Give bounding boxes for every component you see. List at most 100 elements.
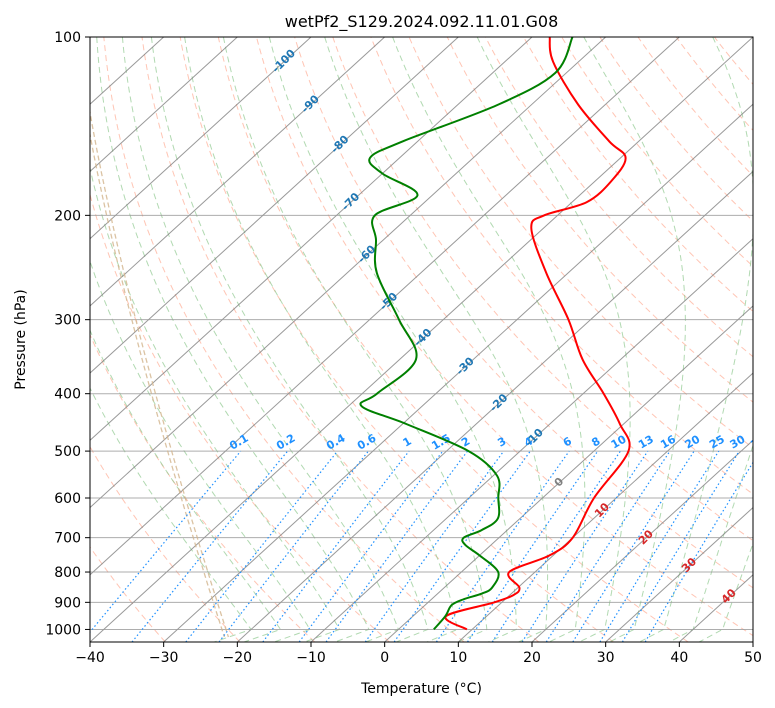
mixing-ratio-line: [621, 450, 740, 642]
plot-frame: [89, 36, 754, 643]
moist-adiabat-line: [90, 259, 311, 642]
mixing-ratio-label: 0.1: [227, 432, 250, 453]
dry-adiabat-line: [523, 37, 753, 313]
y-axis: 100 200 300 400 500 600 700 800 900 1000: [45, 30, 90, 638]
mixing-ratio-label: 25: [707, 433, 727, 452]
mixing-ratio-label: 1: [401, 435, 414, 450]
x-tick-label: −10: [296, 650, 326, 666]
moist-adiabat-line: [150, 37, 429, 642]
moist-adiabat-line: [121, 37, 400, 642]
dry-adiabat-line: [408, 37, 753, 449]
chart-title: wetPf2_S129.2024.092.11.01.G08: [285, 12, 559, 32]
dewpoint-profile: [359, 37, 574, 631]
isotherm-line: [90, 37, 753, 642]
x-axis: −40 −30 −20 −10 0 10 20 30 40 50: [75, 642, 762, 666]
isotherm-line: [310, 237, 753, 642]
dry-adiabat-line: [675, 37, 753, 131]
mixing-ratio-line: [393, 450, 531, 642]
x-tick-label: −40: [75, 650, 105, 666]
isotherm-line: [384, 305, 753, 642]
moist-adiabat-line: [324, 37, 549, 642]
isotherm-label: -100: [269, 47, 298, 76]
isotherm-line: [90, 37, 312, 240]
dry-adiabat-line: [637, 37, 753, 177]
mixing-ratio-line: [185, 450, 339, 642]
mixing-ratio-line: [521, 450, 649, 642]
y-tick-label: 800: [54, 565, 81, 581]
x-tick-label: −30: [149, 650, 179, 666]
moist-adiabat-line: [583, 37, 686, 642]
x-tick-label: 50: [744, 650, 762, 666]
moist-adiabat-line: [639, 37, 753, 642]
mixing-ratio-label: 6: [561, 434, 574, 449]
dry-adiabat-line: [370, 37, 753, 495]
y-tick-label: 500: [54, 444, 81, 460]
dry-adiabat-line: [90, 445, 241, 642]
dry-adiabat-line: [294, 37, 753, 589]
y-tick-label: 200: [54, 208, 81, 224]
mixing-ratio-line: [599, 450, 720, 642]
x-axis-label: Temperature (°C): [360, 681, 482, 697]
mixing-ratio-label: 13: [636, 433, 656, 452]
y-tick-label: 700: [54, 531, 81, 547]
moist-adiabat-line: [184, 37, 458, 642]
mixing-ratio-line: [131, 450, 289, 642]
isotherm-line: [90, 37, 607, 509]
isotherm-line: [90, 37, 533, 442]
mixing-ratio-line: [644, 461, 753, 642]
x-tick-label: 20: [523, 650, 541, 666]
dry-adiabat-line: [217, 37, 689, 642]
isotherm-line: [605, 506, 753, 642]
isotherm-line: [752, 641, 753, 642]
plot-area: 0.1 0.2 0.4 0.6 1 1.5 2 3 4 6 8 10 13 16 20 25 30 36-100-…: [90, 37, 768, 642]
x-tick-label: 10: [449, 650, 467, 666]
boundary-curve: [90, 131, 226, 638]
mixing-ratio-label: 0.4: [324, 431, 348, 452]
moist-adiabat-line: [669, 444, 753, 642]
dry-adiabat-line: [484, 37, 753, 358]
isotherm-line: [163, 103, 753, 642]
moist-adiabat-line: [698, 542, 753, 642]
x-tick-label: 40: [670, 650, 688, 666]
moist-adiabat-line: [476, 37, 631, 642]
moist-adiabat-line: [90, 387, 252, 642]
dry-adiabat-line: [561, 37, 753, 267]
x-tick-label: 30: [597, 650, 615, 666]
isotherm-line: [236, 170, 753, 642]
mixing-ratio-line: [466, 450, 599, 642]
isotherm-line: [90, 37, 386, 307]
mixing-ratio-label: 8: [589, 435, 602, 450]
x-tick-label: 0: [380, 650, 389, 666]
moist-adiabat-line: [90, 328, 282, 642]
mixing-ratio-label: 36: [748, 432, 768, 451]
dry-adiabat-line: [90, 192, 390, 642]
x-tick-label: −20: [223, 650, 253, 666]
mixing-ratio-line: [90, 450, 242, 633]
dry-adiabat-line: [141, 37, 540, 642]
mixing-ratio-line: [262, 450, 410, 642]
y-tick-label: 400: [54, 387, 81, 403]
y-axis-label: Pressure (hPa): [13, 289, 29, 389]
dry-adiabat-line: [714, 37, 753, 85]
moist-adiabat-line: [392, 37, 586, 642]
dry-adiabat-line: [179, 37, 614, 642]
y-tick-label: 900: [54, 595, 81, 611]
y-tick-label: 100: [54, 30, 81, 46]
y-tick-label: 1000: [45, 622, 81, 638]
dry-adiabat-line: [752, 37, 753, 39]
mixing-ratio-label: 0.2: [274, 432, 297, 453]
mixing-ratio-line: [364, 450, 505, 642]
dry-adiabat-line: [332, 37, 753, 542]
isotherm-line: [90, 37, 680, 576]
moist-adiabat-line: [90, 165, 341, 642]
dry-adiabat-line: [90, 333, 316, 642]
y-tick-label: 300: [54, 313, 81, 329]
dry-adiabat-line: [599, 37, 753, 222]
mixing-ratio-line: [545, 450, 671, 642]
mixing-ratio-line: [572, 450, 695, 642]
boundary-curve: [90, 108, 230, 638]
isotherm-line: [531, 439, 753, 642]
mixing-ratio-line: [435, 450, 570, 642]
mixing-ratio-line: [218, 450, 369, 642]
